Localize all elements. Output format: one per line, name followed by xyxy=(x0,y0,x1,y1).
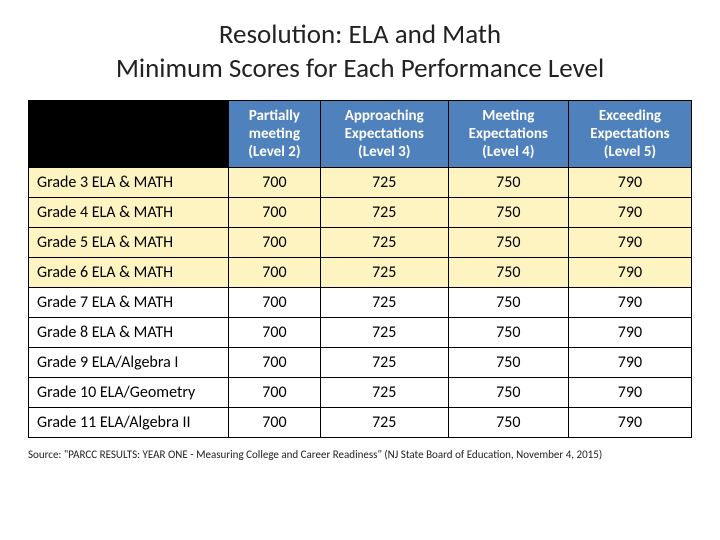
cell-value: 790 xyxy=(568,197,691,227)
source-citation: Source: "PARCC RESULTS: YEAR ONE - Measu… xyxy=(28,448,692,461)
cell-value: 750 xyxy=(448,407,568,437)
cell-value: 750 xyxy=(448,167,568,197)
cell-value: 750 xyxy=(448,347,568,377)
cell-value: 750 xyxy=(448,257,568,287)
table-row: Grade 7 ELA & MATH700725750790 xyxy=(29,287,692,317)
cell-value: 700 xyxy=(229,227,321,257)
table-row: Grade 5 ELA & MATH700725750790 xyxy=(29,227,692,257)
cell-value: 700 xyxy=(229,377,321,407)
cell-value: 725 xyxy=(320,347,448,377)
cell-value: 725 xyxy=(320,227,448,257)
cell-value: 700 xyxy=(229,167,321,197)
col-header: Approaching Expectations (Level 3) xyxy=(320,100,448,167)
cell-value: 700 xyxy=(229,197,321,227)
col-header: Meeting Expectations (Level 4) xyxy=(448,100,568,167)
scores-table: Partially meeting (Level 2) Approaching … xyxy=(28,100,692,438)
cell-value: 700 xyxy=(229,407,321,437)
cell-value: 790 xyxy=(568,407,691,437)
cell-value: 790 xyxy=(568,167,691,197)
title-line-1: Resolution: ELA and Math xyxy=(219,18,501,51)
table-body: Grade 3 ELA & MATH700725750790Grade 4 EL… xyxy=(29,167,692,437)
header-corner xyxy=(29,100,229,167)
cell-value: 700 xyxy=(229,287,321,317)
cell-value: 790 xyxy=(568,257,691,287)
row-label: Grade 9 ELA/Algebra I xyxy=(29,347,229,377)
row-label: Grade 10 ELA/Geometry xyxy=(29,377,229,407)
cell-value: 790 xyxy=(568,347,691,377)
col-header: Partially meeting (Level 2) xyxy=(229,100,321,167)
cell-value: 750 xyxy=(448,317,568,347)
cell-value: 725 xyxy=(320,377,448,407)
cell-value: 725 xyxy=(320,407,448,437)
title-line-2: Minimum Scores for Each Performance Leve… xyxy=(116,52,604,85)
row-label: Grade 7 ELA & MATH xyxy=(29,287,229,317)
cell-value: 790 xyxy=(568,227,691,257)
cell-value: 700 xyxy=(229,347,321,377)
cell-value: 725 xyxy=(320,317,448,347)
table-row: Grade 4 ELA & MATH700725750790 xyxy=(29,197,692,227)
row-label: Grade 11 ELA/Algebra II xyxy=(29,407,229,437)
header-row: Partially meeting (Level 2) Approaching … xyxy=(29,100,692,167)
cell-value: 700 xyxy=(229,317,321,347)
cell-value: 725 xyxy=(320,257,448,287)
table-row: Grade 11 ELA/Algebra II700725750790 xyxy=(29,407,692,437)
table-row: Grade 8 ELA & MATH700725750790 xyxy=(29,317,692,347)
cell-value: 725 xyxy=(320,287,448,317)
cell-value: 790 xyxy=(568,287,691,317)
row-label: Grade 4 ELA & MATH xyxy=(29,197,229,227)
cell-value: 700 xyxy=(229,257,321,287)
table-row: Grade 10 ELA/Geometry700725750790 xyxy=(29,377,692,407)
page-title: Resolution: ELA and Math Minimum Scores … xyxy=(28,18,692,86)
cell-value: 790 xyxy=(568,317,691,347)
col-header: Exceeding Expectations (Level 5) xyxy=(568,100,691,167)
table-row: Grade 3 ELA & MATH700725750790 xyxy=(29,167,692,197)
cell-value: 725 xyxy=(320,197,448,227)
cell-value: 790 xyxy=(568,377,691,407)
cell-value: 750 xyxy=(448,377,568,407)
row-label: Grade 3 ELA & MATH xyxy=(29,167,229,197)
row-label: Grade 6 ELA & MATH xyxy=(29,257,229,287)
table-row: Grade 6 ELA & MATH700725750790 xyxy=(29,257,692,287)
cell-value: 750 xyxy=(448,227,568,257)
cell-value: 750 xyxy=(448,197,568,227)
cell-value: 725 xyxy=(320,167,448,197)
cell-value: 750 xyxy=(448,287,568,317)
row-label: Grade 8 ELA & MATH xyxy=(29,317,229,347)
row-label: Grade 5 ELA & MATH xyxy=(29,227,229,257)
table-row: Grade 9 ELA/Algebra I700725750790 xyxy=(29,347,692,377)
